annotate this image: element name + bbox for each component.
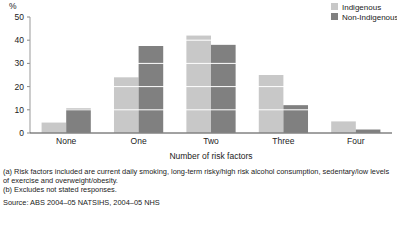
bar (66, 109, 91, 133)
grid-line (30, 109, 392, 110)
grid-line (30, 40, 392, 41)
grid-line (30, 86, 392, 87)
y-tick-label: 40 (15, 35, 25, 45)
bar (356, 130, 381, 133)
x-tick-label: Two (203, 136, 219, 146)
x-axis (30, 133, 392, 134)
legend-swatch (331, 3, 338, 10)
legend-label: Non-Indigenous (342, 13, 397, 22)
bar (139, 46, 164, 133)
footnote: (b) Excludes not stated responses. (3, 185, 395, 194)
legend-swatch (331, 13, 338, 20)
footnotes: (a) Risk factors included are current da… (3, 167, 395, 207)
x-tick-label: One (131, 136, 147, 146)
y-tick-label: 0 (19, 128, 24, 138)
x-tick-label: None (56, 136, 77, 146)
bar (186, 36, 211, 133)
bar (114, 77, 139, 133)
y-tick-label: 50 (15, 12, 25, 22)
chart: % 0 10 20 30 40 50 None One Two Three Four Number of… (0, 0, 397, 166)
y-tick-label: 20 (15, 82, 25, 92)
legend-label: Indigenous (342, 3, 381, 12)
grid-line (30, 63, 392, 64)
x-axis-label: Number of risk factors (169, 151, 252, 161)
bar (42, 123, 67, 133)
y-tick-label: 10 (15, 105, 25, 115)
footnote: (a) Risk factors included are current da… (3, 167, 395, 185)
legend-item: Indigenous (331, 3, 381, 12)
x-tick-label: Four (347, 136, 365, 146)
bar (259, 75, 284, 133)
bars (42, 36, 381, 133)
bar (331, 121, 356, 133)
y-tick-label: 30 (15, 58, 25, 68)
grid-line (30, 133, 392, 134)
y-axis (30, 17, 31, 133)
footnote: Source: ABS 2004–05 NATSIHS, 2004–05 NHS (3, 198, 395, 207)
legend-item: Non-Indigenous (331, 13, 397, 22)
x-tick-label: Three (272, 136, 294, 146)
y-axis-label: % (9, 1, 17, 11)
bar (211, 45, 236, 133)
